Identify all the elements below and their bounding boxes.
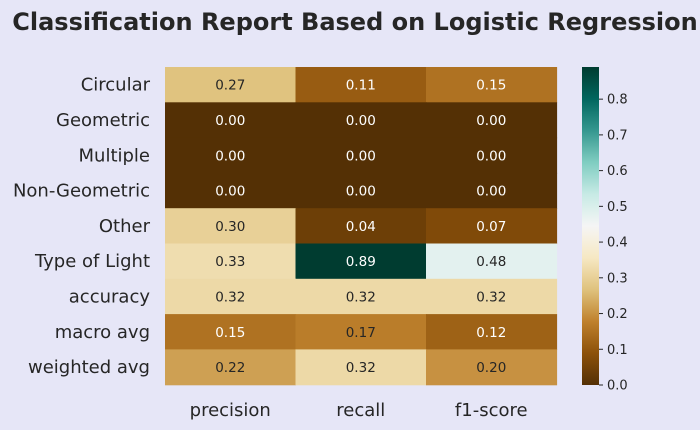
colorbar-ticks: 0.0 0.1 0.2 0.3 0.4 0.5 0.6 0.7 0.8 <box>599 93 628 394</box>
heatmap-cell <box>295 243 427 280</box>
colorbar-tick-label: 0.4 <box>607 236 628 251</box>
cell-value-label: 0.12 <box>476 325 506 341</box>
row-label: Type of Light <box>34 251 150 272</box>
cell-value-label: 0.32 <box>346 289 376 305</box>
row-label: accuracy <box>69 286 151 307</box>
heatmap-cell <box>295 208 427 245</box>
colorbar-tick-label: 0.0 <box>607 379 628 394</box>
heatmap-cell <box>426 278 558 315</box>
heatmap-cell <box>165 243 297 280</box>
cell-value-label: 0.00 <box>346 113 376 129</box>
cell-value-label: 0.27 <box>215 78 245 94</box>
cell-value-label: 0.32 <box>215 289 245 305</box>
cell-value-label: 0.00 <box>476 113 506 129</box>
heatmap-cell <box>426 102 558 139</box>
cell-value-label: 0.00 <box>215 148 245 164</box>
row-label: Other <box>99 216 151 237</box>
cell-value-label: 0.33 <box>215 254 245 270</box>
column-labels: precision recall f1-score <box>190 400 528 421</box>
cell-value-label: 0.00 <box>215 184 245 200</box>
heatmap-cells: 0.27 0.11 0.15 0.00 0.00 0.00 0.00 0.00 0.00 0.00… <box>165 67 558 386</box>
row-label: Circular <box>81 75 151 96</box>
cell-value-label: 0.00 <box>215 113 245 129</box>
heatmap-cell <box>295 67 427 103</box>
heatmap-cell <box>165 208 297 245</box>
column-label: f1-score <box>455 400 528 421</box>
colorbar-tick-label: 0.2 <box>607 307 628 322</box>
heatmap-cell <box>165 349 297 386</box>
colorbar-tick-label: 0.1 <box>607 343 628 358</box>
heatmap-cell <box>165 102 297 139</box>
colorbar-gradient <box>582 67 599 385</box>
cell-value-label: 0.17 <box>346 325 376 341</box>
heatmap-cell <box>165 278 297 315</box>
heatmap-cell <box>295 349 427 386</box>
heatmap-cell <box>426 243 558 280</box>
colorbar-tick-label: 0.5 <box>607 200 628 215</box>
cell-value-label: 0.00 <box>346 184 376 200</box>
colorbar-tick-label: 0.7 <box>607 128 628 143</box>
heatmap-cell <box>426 208 558 245</box>
heatmap-cell <box>165 137 297 174</box>
cell-value-label: 0.32 <box>476 289 506 305</box>
heatmap-cell <box>295 137 427 174</box>
heatmap-cell <box>426 314 558 350</box>
heatmap-cell <box>165 314 297 350</box>
colorbar-tick-label: 0.8 <box>607 93 628 108</box>
cell-value-label: 0.32 <box>346 360 376 376</box>
cell-value-label: 0.15 <box>215 325 245 341</box>
cell-value-label: 0.30 <box>215 219 245 235</box>
cell-value-label: 0.00 <box>476 148 506 164</box>
row-label: weighted avg <box>28 357 150 378</box>
chart-title: Classification Report Based on Logistic … <box>12 8 697 36</box>
cell-value-label: 0.11 <box>346 78 376 94</box>
row-label: Geometric <box>56 110 150 131</box>
row-label: Non-Geometric <box>13 181 150 202</box>
colorbar-tick-label: 0.6 <box>607 164 628 179</box>
colorbar: 0.0 0.1 0.2 0.3 0.4 0.5 0.6 0.7 0.8 <box>582 67 628 394</box>
column-label: recall <box>336 400 385 421</box>
cell-value-label: 0.22 <box>215 360 245 376</box>
cell-value-label: 0.00 <box>346 148 376 164</box>
row-label: macro avg <box>55 322 150 343</box>
heatmap-cell <box>426 67 558 103</box>
heatmap-cell <box>295 314 427 350</box>
cell-value-label: 0.00 <box>476 184 506 200</box>
cell-value-label: 0.89 <box>346 254 376 270</box>
cell-value-label: 0.48 <box>476 254 506 270</box>
heatmap-cell <box>295 278 427 315</box>
row-labels: Circular Geometric Multiple Non-Geometric Ot… <box>13 75 151 378</box>
heatmap-cell <box>295 172 427 209</box>
cell-value-label: 0.15 <box>476 78 506 94</box>
column-label: precision <box>190 400 271 421</box>
cell-value-label: 0.07 <box>476 219 506 235</box>
heatmap-cell <box>426 172 558 209</box>
heatmap-cell <box>426 137 558 174</box>
heatmap-cell <box>165 67 297 103</box>
cell-value-label: 0.20 <box>476 360 506 376</box>
heatmap-cell <box>426 349 558 386</box>
cell-value-label: 0.04 <box>346 219 376 235</box>
heatmap-cell <box>295 102 427 139</box>
heatmap-cell <box>165 172 297 209</box>
colorbar-tick-label: 0.3 <box>607 271 628 286</box>
row-label: Multiple <box>79 145 151 166</box>
